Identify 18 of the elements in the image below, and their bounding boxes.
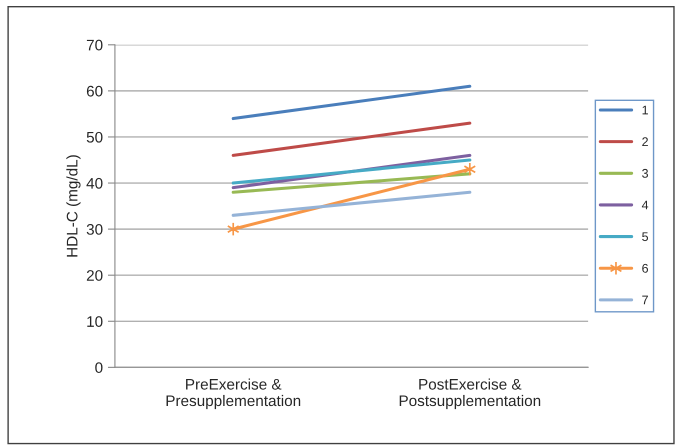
y-tick-label: 60 [86,86,103,97]
y-tick-label: 50 [86,132,103,143]
y-tick-label: 30 [86,224,103,235]
legend-label: 1 [642,106,648,114]
y-tick-label: 10 [87,316,103,327]
y-tick-label: 40 [86,178,103,189]
legend-label: 5 [642,232,648,242]
y-tick-label: 70 [86,40,103,50]
legend-label: 3 [642,168,648,178]
y-tick-label: 0 [95,362,103,374]
x-tick-label: PreExercise & Presupplementation [166,378,300,410]
x-tick-label: PostExercise & Postsupplementation [400,378,540,410]
y-axis-title: HDL-C (mg/dL) [66,155,81,257]
legend-label: 4 [642,200,648,210]
legend-label: 2 [642,137,648,146]
legend-label: 7 [642,296,648,304]
y-tick-label: 20 [86,270,103,281]
legend-label: 6 [642,264,648,273]
